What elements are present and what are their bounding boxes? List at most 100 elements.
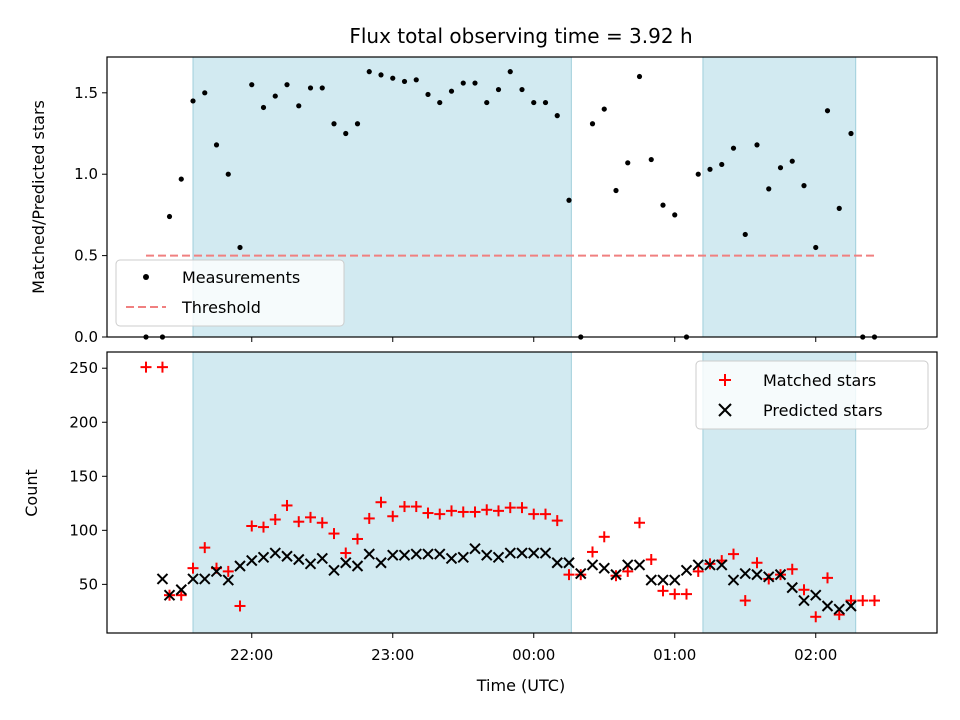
predicted-star-point (281, 550, 293, 562)
measurement-point (730, 145, 737, 151)
x-tick-label: 02:00 (794, 646, 837, 664)
measurement-point (824, 108, 831, 114)
predicted-star-point (210, 565, 223, 578)
matched-star-point (246, 520, 258, 532)
predicted-star-point (551, 557, 563, 569)
measurement-point (178, 176, 184, 182)
legend-predicted-marker (718, 403, 732, 417)
legend-measurements-marker (143, 274, 149, 280)
observing-window-2 (702, 56, 857, 338)
measurement-point (777, 165, 784, 171)
matched-star-point (281, 499, 293, 511)
predicted-star-point (810, 589, 822, 601)
matched-star-point (868, 595, 880, 607)
measurement-point (695, 171, 701, 177)
measurement-point (813, 244, 819, 251)
measurement-point (331, 121, 337, 127)
measurement-point (566, 197, 572, 203)
measurement-point (625, 160, 631, 166)
matched-star-point (786, 563, 798, 575)
matched-star-point (622, 565, 634, 577)
predicted-star-point (351, 560, 364, 572)
matched-star-point (798, 584, 810, 596)
observing-window-1 (192, 351, 572, 634)
predicted-star-point (669, 574, 681, 586)
measurement-point (742, 231, 748, 238)
measurement-point (660, 202, 666, 208)
matched-star-point (481, 504, 493, 516)
measurement-point (366, 69, 372, 75)
predicted-star-point (680, 564, 693, 577)
measurement-point (319, 85, 325, 91)
measurement-point (437, 99, 443, 106)
predicted-star-point (187, 573, 199, 585)
predicted-star-point (222, 574, 234, 586)
predicted-star-point (539, 547, 552, 559)
measurement-point (425, 91, 431, 98)
measurement-point (202, 90, 208, 96)
y-tick-label: 1.0 (74, 165, 98, 183)
predicted-star-point (692, 559, 704, 571)
measurement-point (672, 212, 678, 218)
x-tick-label: 01:00 (653, 646, 696, 664)
measurement-point (601, 106, 607, 112)
predicted-star-point (645, 574, 657, 586)
y-tick-label: 250 (69, 359, 98, 377)
predicted-star-point (798, 594, 810, 607)
predicted-star-point (257, 551, 270, 564)
matched-star-point (493, 505, 505, 517)
measurement-point (848, 130, 854, 137)
matched-star-point (156, 361, 168, 373)
measurement-point (554, 113, 560, 119)
predicted-star-point (363, 548, 375, 560)
chart-title: Flux total observing time = 3.92 h (349, 24, 692, 48)
measurement-point (495, 86, 502, 93)
measurement-point (507, 69, 513, 75)
predicted-star-point (422, 548, 434, 560)
predicted-star-point (704, 559, 716, 571)
measurement-point (225, 171, 231, 177)
measurement-point (448, 88, 455, 94)
predicted-star-point (774, 568, 787, 581)
matched-star-point (375, 496, 387, 508)
predicted-star-point (633, 559, 646, 571)
matched-star-point (352, 533, 364, 545)
y-tick-label: 1.5 (74, 84, 98, 102)
predicted-star-point (293, 553, 305, 566)
matched-star-point (586, 546, 598, 558)
matched-star-point (633, 517, 645, 529)
predicted-star-point (586, 559, 599, 571)
matched-star-point (739, 595, 751, 607)
measurement-point (836, 205, 842, 211)
matched-star-point (657, 585, 669, 597)
matched-star-point (316, 517, 328, 529)
matched-star-point (140, 361, 152, 373)
matched-star-point (469, 506, 481, 518)
matched-star-point (680, 588, 692, 600)
predicted-star-point (457, 551, 469, 564)
measurement-point (519, 86, 525, 93)
matched-star-point (258, 521, 270, 533)
legend-matched-label: Matched stars (763, 371, 876, 390)
matched-star-point (833, 609, 845, 621)
top-y-axis-label: Matched/Predicted stars (29, 100, 48, 294)
legend-predicted-label: Predicted stars (763, 401, 883, 420)
predicted-star-point (304, 558, 317, 570)
measurement-point (354, 121, 361, 127)
matched-star-point (328, 528, 340, 540)
y-tick-label: 0.0 (74, 328, 98, 346)
matched-star-point (234, 600, 246, 612)
predicted-star-point (445, 552, 458, 565)
matched-star-point (751, 557, 763, 569)
predicted-star-point (821, 600, 834, 612)
predicted-star-point (516, 547, 528, 559)
matched-star-point (821, 572, 833, 584)
matched-star-point (692, 565, 704, 577)
predicted-star-point (234, 560, 246, 572)
predicted-star-point (481, 549, 493, 561)
predicted-star-point (387, 549, 399, 561)
predicted-star-point (340, 557, 352, 569)
y-tick-label: 200 (69, 413, 98, 431)
predicted-star-point (328, 564, 340, 577)
